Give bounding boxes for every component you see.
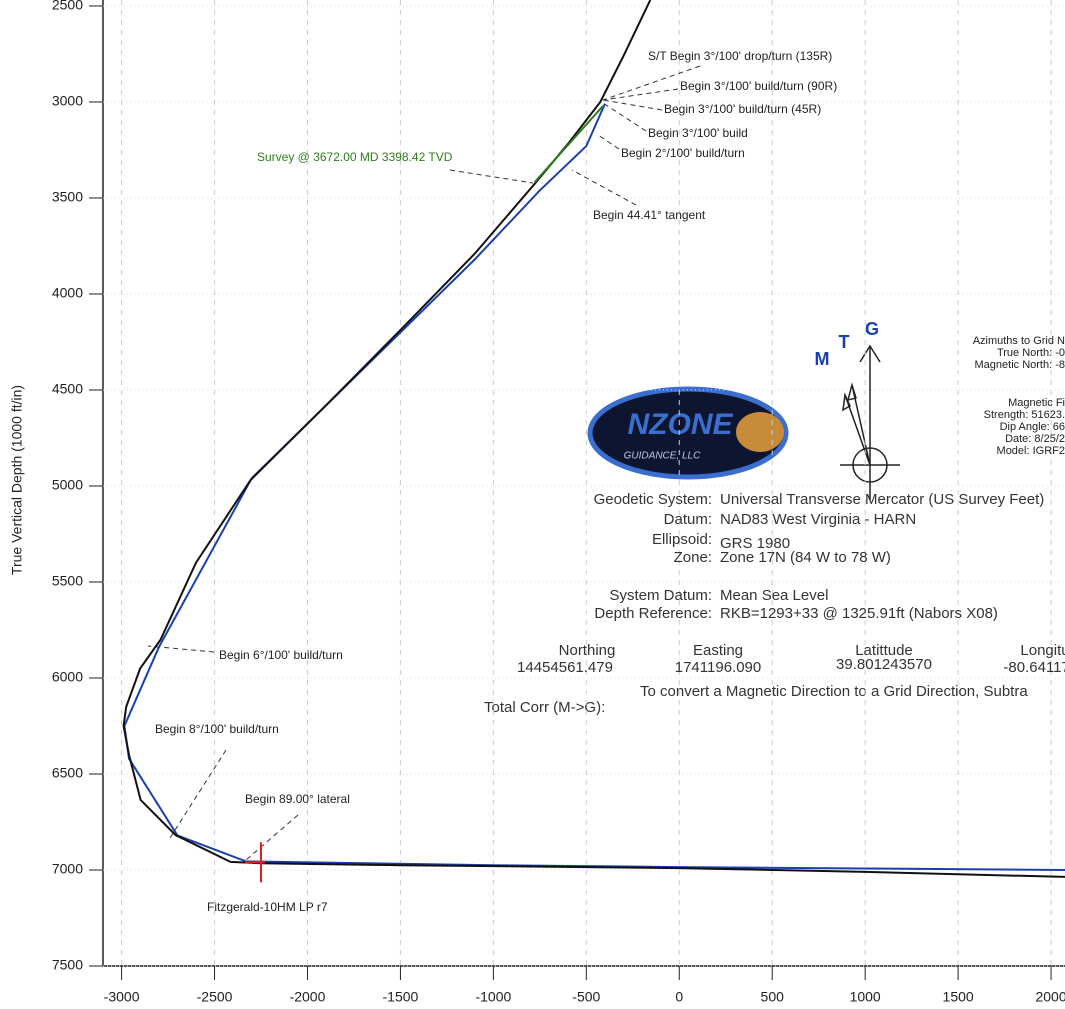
geo-label: Ellipsoid: — [652, 531, 712, 548]
geo-value: GRS 1980 — [720, 535, 790, 552]
mag-head — [842, 392, 851, 412]
compass-g: G — [865, 319, 879, 339]
arrow-head — [859, 344, 881, 363]
y-tick-label: 4000 — [52, 285, 83, 301]
annotation: Begin 3°/100' build/turn (90R) — [680, 79, 837, 93]
x-tick-label: 500 — [761, 989, 785, 1005]
leader-line — [602, 102, 647, 132]
x-tick-label: -2000 — [290, 989, 326, 1005]
target-label: Fitzgerald-10HM LP r7 — [207, 900, 328, 914]
geo-label: Geodetic System: — [594, 491, 712, 508]
annotation: Begin 3°/100' build/turn (45R) — [664, 102, 821, 116]
compass — [840, 344, 900, 500]
coord-header: Latittude — [855, 642, 913, 659]
leader-line — [571, 169, 637, 206]
x-tick-label: 1500 — [943, 989, 974, 1005]
x-tick-label: -2500 — [197, 989, 233, 1005]
x-tick-label: -500 — [572, 989, 600, 1005]
azimuth-line: Magnetic North: -8 — [975, 359, 1065, 371]
coord-header: Northing — [559, 642, 616, 659]
logo: NZONE GUIDANCE, LLC — [587, 386, 789, 480]
y-tick-label: 7000 — [52, 861, 83, 877]
annotation: Begin 44.41° tangent — [593, 208, 706, 222]
leader-line — [602, 65, 701, 101]
magnetic-line: Magnetic Fi — [1008, 397, 1065, 409]
logo-badge — [587, 386, 789, 480]
x-tick-label: -1000 — [475, 989, 511, 1005]
convert-note: To convert a Magnetic Direction to a Gri… — [640, 683, 1028, 700]
magnetic-line: Strength: 51623. — [984, 409, 1065, 421]
geo-value: RKB=1293+33 @ 1325.91ft (Nabors X08) — [720, 605, 998, 622]
true-north — [851, 384, 871, 466]
x-tick-label: -3000 — [104, 989, 140, 1005]
geo-value: NAD83 West Virginia - HARN — [720, 511, 916, 528]
leader-line — [602, 99, 663, 111]
y-axis-label: True Vertical Depth (1000 ft/in) — [9, 385, 25, 575]
y-tick-label: 7500 — [52, 957, 83, 973]
x-tick-label: 2000 — [1035, 989, 1065, 1005]
geo-label: Depth Reference: — [594, 605, 712, 622]
compass-m: M — [815, 349, 830, 369]
coord-value: 14454561.479 — [517, 659, 613, 676]
magnetic-line: Date: 8/25/2 — [1005, 433, 1065, 445]
azimuth-line: True North: -0 — [997, 347, 1065, 359]
magnetic-line: Dip Angle: 66 — [1000, 421, 1065, 433]
leader-line — [597, 134, 620, 150]
geo-label: Datum: — [664, 511, 712, 528]
coord-header: Easting — [693, 642, 743, 659]
coord-value: 39.801243570 — [836, 656, 932, 673]
x-tick-label: 1000 — [850, 989, 881, 1005]
logo-sub: GUIDANCE, LLC — [624, 451, 701, 462]
annotation: S/T Begin 3°/100' drop/turn (135R) — [648, 49, 832, 63]
total-corr: Total Corr (M->G): — [484, 699, 605, 716]
y-tick-label: 5500 — [52, 573, 83, 589]
geo-label: Zone: — [674, 549, 712, 566]
y-tick-label: 6500 — [52, 765, 83, 781]
y-tick-label: 3500 — [52, 189, 83, 205]
y-tick-label: 3000 — [52, 93, 83, 109]
annotation: Begin 6°/100' build/turn — [219, 648, 343, 662]
x-tick-label: 0 — [675, 989, 683, 1005]
logo-name: NZONE — [628, 408, 734, 441]
leader-line — [449, 169, 534, 184]
leader-line — [602, 88, 679, 101]
azimuth-line: Azimuths to Grid N — [973, 335, 1065, 347]
geo-value: Universal Transverse Mercator (US Survey… — [720, 491, 1044, 508]
y-tick-label: 4500 — [52, 381, 83, 397]
annotation: Survey @ 3672.00 MD 3398.42 TVD — [257, 150, 453, 164]
geo-value: Zone 17N (84 W to 78 W) — [720, 549, 891, 566]
leader-line — [245, 814, 299, 861]
coord-header: Longitu — [1020, 642, 1065, 659]
annotation: Begin 2°/100' build/turn — [621, 146, 745, 160]
annotation: Begin 8°/100' build/turn — [155, 722, 279, 736]
compass-t: T — [839, 332, 850, 352]
coord-value: 1741196.090 — [675, 659, 761, 676]
annotation: Begin 3°/100' build — [648, 126, 748, 140]
y-tick-label: 2500 — [52, 0, 83, 13]
true-head — [846, 382, 857, 402]
magnetic-line: Model: IGRF2 — [997, 445, 1065, 457]
y-tick-label: 5000 — [52, 477, 83, 493]
geo-label: System Datum: — [609, 587, 712, 604]
leader-line — [169, 749, 227, 839]
annotation: Begin 89.00° lateral — [245, 792, 350, 806]
coord-value: -80.6411775 — [1003, 659, 1065, 676]
well-path — [533, 105, 604, 184]
x-tick-label: -1500 — [383, 989, 419, 1005]
logo-bit — [736, 412, 784, 452]
geo-value: Mean Sea Level — [720, 587, 828, 604]
y-tick-label: 6000 — [52, 669, 83, 685]
